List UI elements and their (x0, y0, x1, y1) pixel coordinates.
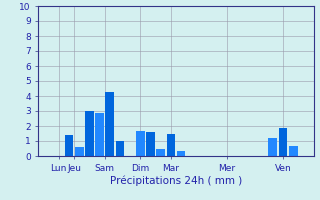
Bar (289, 146, 298, 156)
X-axis label: Précipitations 24h ( mm ): Précipitations 24h ( mm ) (110, 175, 242, 186)
Bar (268, 138, 277, 156)
Bar (146, 132, 155, 156)
Bar (95, 112, 104, 156)
Bar (85, 111, 94, 156)
Bar (177, 151, 185, 156)
Bar (65, 135, 73, 156)
Bar (156, 148, 165, 156)
Bar (167, 134, 175, 156)
Bar (75, 147, 84, 156)
Bar (116, 141, 124, 156)
Bar (136, 130, 145, 156)
Bar (105, 92, 114, 156)
Bar (279, 128, 287, 156)
